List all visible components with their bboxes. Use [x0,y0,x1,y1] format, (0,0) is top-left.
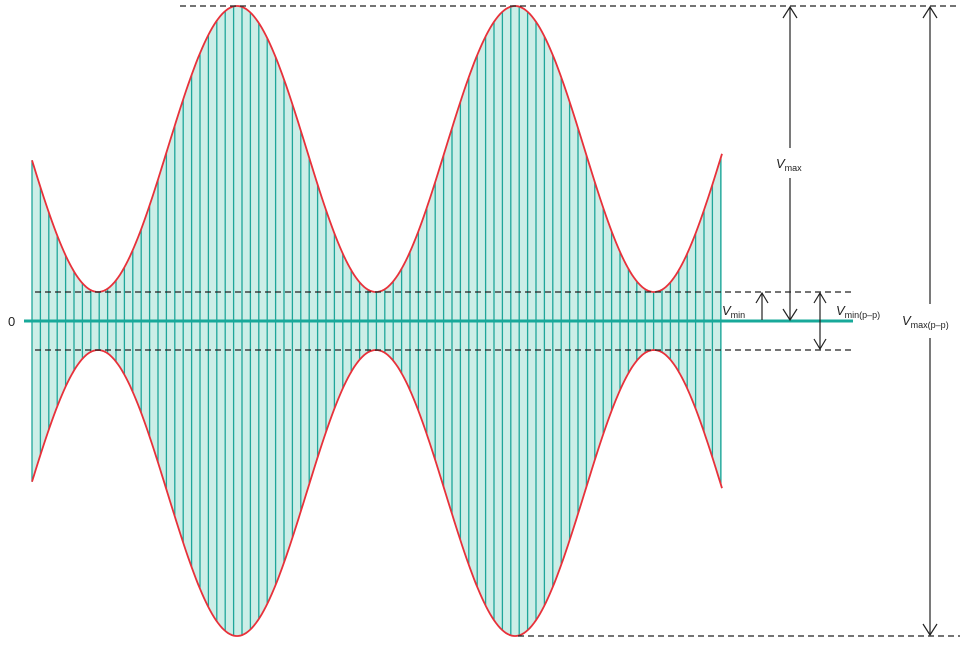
vmax-arrowhead-bottom [782,308,798,322]
vmin-pp-label-sub: min(p–p) [845,310,881,320]
vmax-pp-arrowhead-top [922,5,938,19]
vmax-label-main: V [776,156,786,171]
vmin-label-main: V [722,303,732,318]
zero-label: 0 [8,314,15,329]
vmin-label-sub: min [731,310,746,320]
vmin-pp-label: Vmin(p–p) [836,303,880,320]
dimension-arrows [755,5,938,637]
reference-lines [35,5,960,637]
vmin-label: Vmin [722,303,745,320]
vmax-pp-label: Vmax(p–p) [902,313,949,330]
vmin-arrowhead-top [755,291,769,304]
vmax-pp-label-sub: max(p–p) [911,320,949,330]
vmax-pp-arrowhead-bottom [922,623,938,637]
vmax-arrowhead-top [782,5,798,19]
vmax-label: Vmax [776,156,802,173]
vmin-pp-arrowhead-bottom [813,338,827,351]
vmin-pp-arrowhead-top [813,291,827,304]
vmax-label-sub: max [785,163,803,173]
vmin-pp-label-main: V [836,303,846,318]
vmax-pp-label-main: V [902,313,912,328]
